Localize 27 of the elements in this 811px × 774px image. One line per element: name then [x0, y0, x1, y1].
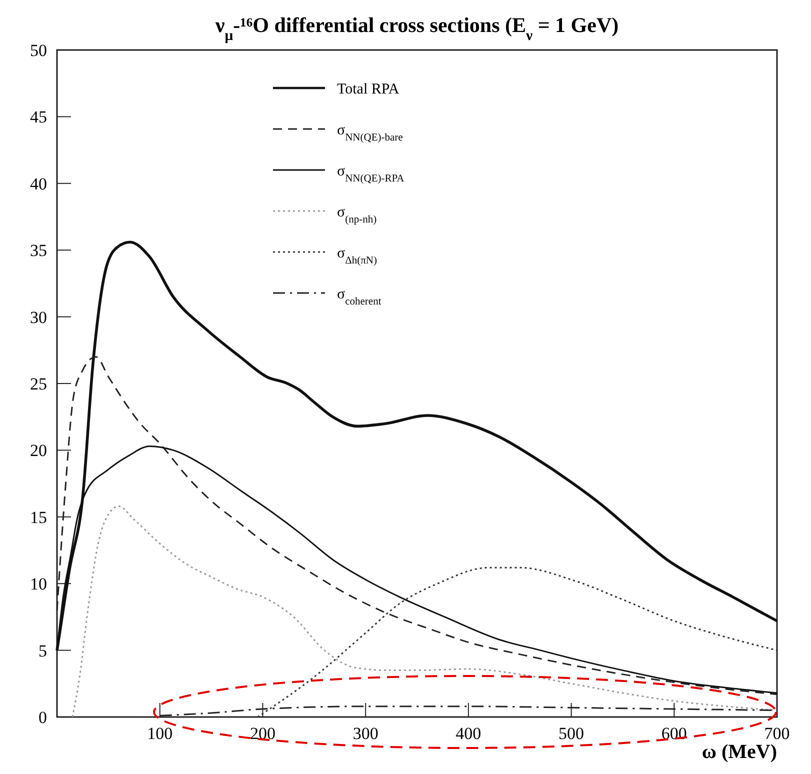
y-tick-label: 25 [30, 374, 47, 394]
y-tick-label: 45 [30, 108, 47, 127]
x-tick-label: 400 [456, 724, 482, 743]
y-tick-label: 15 [30, 508, 47, 527]
legend-label: σ$_{Δh(πN)}$ [337, 245, 378, 266]
x-tick-label: 100 [147, 724, 173, 743]
y-tick-label: 40 [30, 174, 47, 194]
y-tick-label: 0 [38, 708, 47, 727]
chart-title: ν$_{μ}$-¹⁶O differential cross sections (E$_{ν}$ = 1 GeV) [214, 13, 619, 44]
y-tick-label: 30 [30, 308, 47, 327]
x-tick-label: 500 [558, 724, 584, 743]
legend-label: σ$_{(np-nh)}$ [337, 204, 378, 225]
legend-label: σ$_{NN(QE)-RPA}$ [337, 163, 405, 184]
x-axis-title: ω (MeV) [702, 741, 777, 763]
y-tick-label: 20 [30, 441, 47, 460]
y-tick-label: 50 [30, 40, 47, 60]
legend-label: σ$_{coherent}$ [337, 286, 382, 307]
legend-label: σ$_{NN(QE)-bare}$ [337, 122, 404, 143]
legend-label: Total RPA [337, 81, 400, 98]
line-series [72, 505, 778, 718]
x-tick-label: 200 [250, 724, 276, 743]
x-tick-label: 700 [764, 724, 790, 743]
y-tick-label: 10 [30, 574, 47, 594]
y-tick-label: 5 [38, 641, 47, 660]
y-tick-label: 35 [30, 241, 47, 260]
x-tick-label: 300 [352, 724, 378, 743]
line-series [256, 566, 778, 718]
